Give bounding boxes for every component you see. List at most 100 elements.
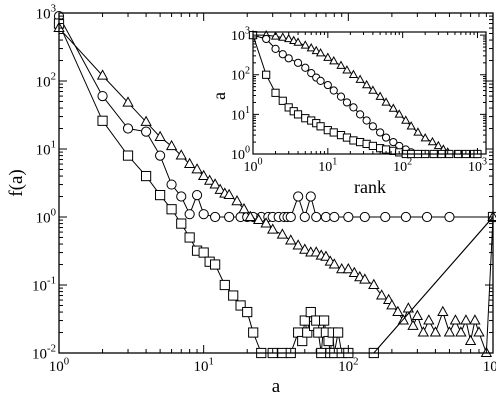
- main-triangle-point: [292, 239, 304, 250]
- main-triangle-point: [244, 210, 256, 221]
- inset-triangle-point: [336, 60, 346, 69]
- main-circle-point: [285, 211, 296, 223]
- inset-circle-point: [278, 50, 287, 59]
- main-y-tick-label: 10-1: [32, 275, 56, 295]
- inset-square-point: [278, 96, 287, 105]
- main-triangle-point: [464, 334, 477, 345]
- inset-triangle-point: [420, 133, 430, 142]
- main-x-tick-label: 100: [49, 355, 69, 375]
- inset-triangle-point: [348, 69, 359, 78]
- inset-triangle-point: [406, 121, 416, 130]
- main-square-point: [166, 204, 177, 215]
- main-square-point: [297, 335, 308, 347]
- inset-square-point: [316, 122, 325, 131]
- main-triangle-point: [122, 96, 134, 107]
- inset-plot: 100 101 102 103 100 101 102 103 rank a: [209, 26, 487, 197]
- inset-triangle-point: [394, 109, 404, 118]
- main-square-point: [198, 247, 209, 258]
- inset-triangle-point: [315, 48, 326, 57]
- main-triangle-point: [223, 188, 235, 200]
- main-y-axis-label: f(a): [6, 169, 27, 196]
- inset-circle-point: [329, 86, 338, 95]
- main-square-point: [176, 218, 187, 229]
- main-triangle-point: [276, 228, 289, 239]
- inset-triangle-point: [355, 74, 365, 83]
- main-triangle-point: [96, 69, 109, 80]
- main-square-point: [228, 290, 239, 301]
- main-triangle-point: [214, 183, 226, 194]
- main-triangle-point: [375, 289, 388, 300]
- main-triangle-point: [455, 326, 467, 337]
- main-triangle-point: [231, 195, 243, 206]
- main-square-point: [122, 150, 134, 161]
- main-square-point: [302, 327, 313, 338]
- main-triangle-point: [285, 234, 297, 245]
- main-plot: 100 101 102 103 10-2 10-1 100 101 102 103 a f(a): [6, 3, 496, 393]
- main-circle-point: [97, 90, 108, 102]
- main-square-point: [235, 300, 246, 311]
- main-triangle-point: [252, 213, 265, 225]
- inset-circle-point: [307, 69, 316, 78]
- main-triangle-point: [191, 163, 203, 174]
- main-square-point: [210, 259, 221, 270]
- main-triangle-point: [328, 258, 340, 269]
- main-circle-point: [359, 211, 370, 223]
- inset-triangle-point: [381, 97, 391, 106]
- main-triangle-point: [460, 314, 472, 325]
- inset-triangle-point: [289, 35, 299, 44]
- inset-square-point: [368, 141, 377, 151]
- main-triangle-point: [310, 246, 322, 257]
- main-circle-point: [140, 126, 152, 137]
- main-square-point: [333, 327, 344, 338]
- main-triangle-point: [238, 202, 250, 214]
- inset-triangle-point: [306, 42, 316, 52]
- main-triangle-point: [320, 250, 332, 261]
- main-circle-point: [400, 211, 412, 223]
- main-triangle-point: [336, 263, 348, 274]
- inset-triangle-point: [361, 79, 372, 89]
- main-triangle-point: [473, 326, 485, 337]
- main-series-layer: [53, 11, 496, 359]
- inset-square-point: [293, 110, 303, 119]
- main-triangle-point: [348, 266, 360, 277]
- main-triangle-point: [469, 314, 481, 325]
- main-x-axis-label: a: [272, 376, 281, 393]
- inset-square-point: [349, 136, 358, 145]
- main-square-point: [242, 306, 253, 318]
- inset-triangle-point: [401, 115, 411, 124]
- main-square-point: [140, 170, 152, 182]
- inset-triangle-point: [284, 33, 294, 43]
- inset-square-point: [329, 128, 338, 137]
- main-triangle-point: [209, 178, 221, 189]
- main-x-tick-label: 101: [193, 355, 213, 375]
- inset-circle-point: [356, 110, 365, 119]
- main-triangle-point: [423, 314, 435, 325]
- inset-circle-point: [349, 103, 358, 112]
- main-triangle-point: [407, 319, 419, 330]
- inset-circle-point: [293, 58, 303, 67]
- inset-triangle-point: [433, 140, 443, 150]
- main-triangle-point: [154, 130, 166, 141]
- main-circle-point: [191, 189, 203, 201]
- main-y-tick-label: 101: [36, 139, 56, 159]
- inset-x-tick-label: 103: [468, 157, 487, 175]
- main-square-point: [305, 306, 316, 318]
- main-square-point: [184, 232, 195, 243]
- inset-circle-point: [271, 44, 280, 53]
- main-triangle-point: [437, 305, 449, 317]
- inset-triangle-point: [311, 45, 321, 55]
- main-triangle-point: [197, 169, 210, 181]
- inset-triangle-point: [388, 103, 398, 112]
- main-square-point: [319, 315, 330, 326]
- main-circle-point: [311, 211, 322, 223]
- main-plot-frame: [58, 12, 494, 354]
- main-circle-point: [305, 191, 316, 202]
- inset-square-point: [262, 70, 271, 79]
- main-circle-point: [329, 211, 340, 223]
- inset-circle-point: [368, 122, 377, 131]
- inset-circle-point: [376, 128, 385, 137]
- main-square-point: [248, 327, 259, 338]
- main-circle-point: [155, 150, 166, 161]
- main-circle-point: [184, 209, 195, 220]
